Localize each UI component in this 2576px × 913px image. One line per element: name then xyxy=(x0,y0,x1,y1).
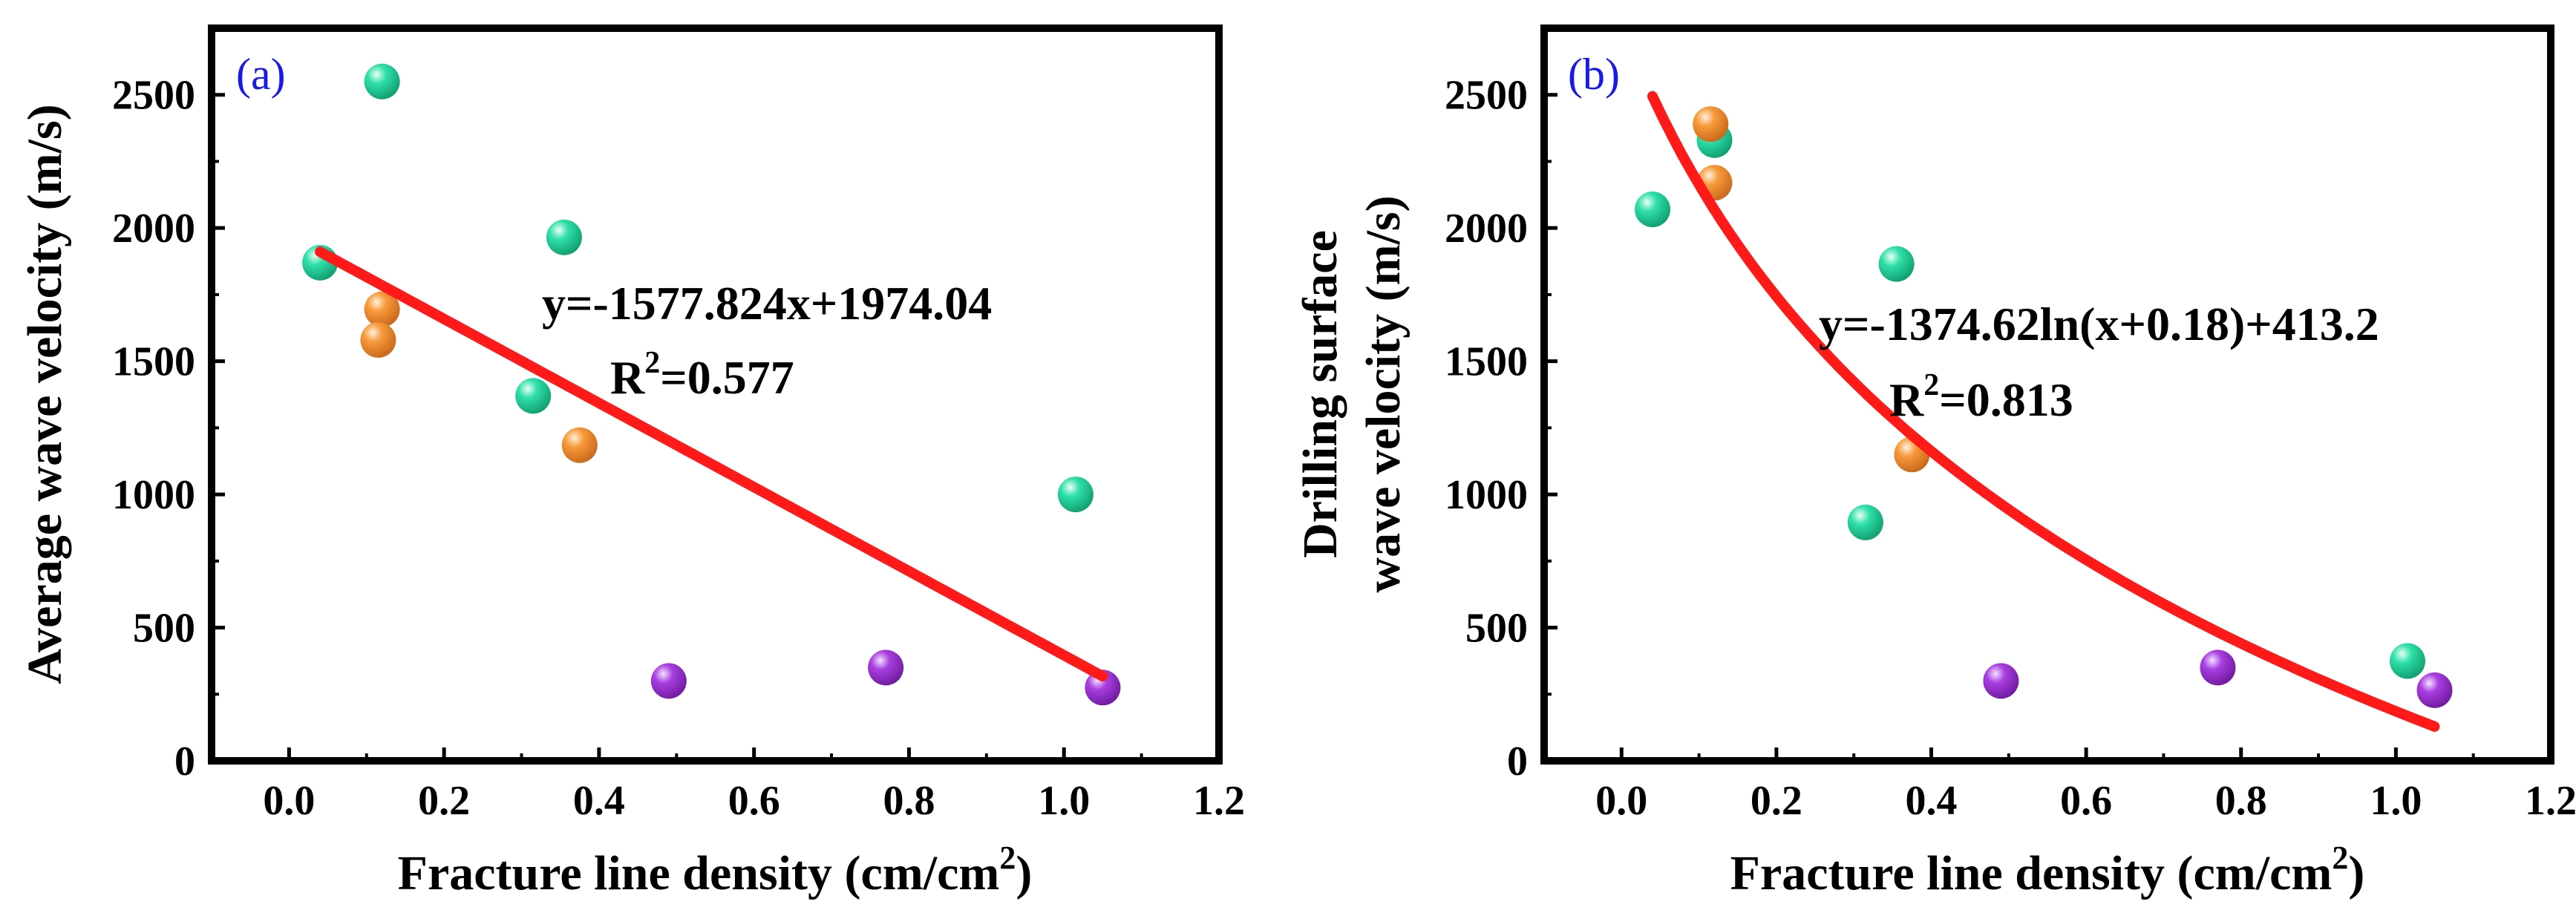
fit-a xyxy=(315,246,1108,682)
fit-b xyxy=(1647,91,2440,732)
x-label-end-b: ) xyxy=(2348,846,2364,900)
y-ticks-b: 0 500 1000 1500 2000 2500 xyxy=(1445,73,1557,785)
data-point-green-b xyxy=(1635,192,1671,228)
y-ticks-a: 0 500 1000 1500 2000 2500 xyxy=(112,73,225,785)
y-tick-label-a: 2500 xyxy=(112,73,195,119)
data-point-purple-b xyxy=(1983,663,2019,699)
chart-panel-a: 0.0 0.2 0.4 0.6 0.8 1.0 1.2 0 500 1000 1500 2000 25… xyxy=(18,24,1245,900)
panel-label-a: (a) xyxy=(236,50,286,99)
r2-b: R2=0.813 xyxy=(1889,368,2073,426)
data-point-green-a xyxy=(1057,477,1094,513)
fit-line-b xyxy=(1647,91,2440,732)
r2-sup-b: 2 xyxy=(1923,368,1939,402)
data-point-purple-b xyxy=(2416,672,2453,708)
x-tick-label-a: 1.2 xyxy=(1193,778,1245,824)
data-point-purple-a xyxy=(1085,670,1121,706)
x-tick-label-b: 1.0 xyxy=(2370,778,2422,824)
data-point-purple-b xyxy=(2200,649,2236,686)
y-tick-label-b: 2500 xyxy=(1445,73,1528,119)
data-point-green-a xyxy=(515,378,552,414)
x-label-end-a: ) xyxy=(1016,846,1032,900)
chart-panel-b: 0.0 0.2 0.4 0.6 0.8 1.0 1.2 0 500 1000 1500 2000 25… xyxy=(1293,24,2576,900)
y-tick-label-b: 0 xyxy=(1507,739,1528,785)
x-axis-label-b: Fracture line density (cm/cm2) xyxy=(1730,840,2365,900)
y-tick-label-a: 500 xyxy=(133,606,195,652)
data-point-green-a xyxy=(546,219,582,255)
points-b xyxy=(1635,106,2453,708)
data-point-green-b xyxy=(2390,643,2426,679)
y-tick-label-b: 1000 xyxy=(1445,472,1528,518)
data-point-purple-a xyxy=(868,649,904,686)
y-tick-label-a: 1500 xyxy=(112,339,195,385)
data-point-orange-b xyxy=(1693,106,1729,143)
plot-frame-b xyxy=(1540,24,2554,765)
y-tick-label-a: 1000 xyxy=(112,472,195,518)
y-axis-label-b-line2: wave velocity (m/s) xyxy=(1356,195,1410,592)
x-tick-label-a: 1.0 xyxy=(1038,778,1090,824)
r2-value-a: =0.577 xyxy=(660,351,794,404)
x-label-sup-a: 2 xyxy=(999,840,1016,876)
data-point-orange-a xyxy=(360,321,396,358)
y-axis-label-b-line1: Drilling surface xyxy=(1293,230,1347,558)
x-tick-label-a: 0.8 xyxy=(883,778,935,824)
y-tick-label-a: 2000 xyxy=(112,206,195,252)
x-tick-label-a: 0.2 xyxy=(418,778,470,824)
x-axis-label-a: Fracture line density (cm/cm2) xyxy=(398,840,1033,900)
y-axis-label-a: Average wave velocity (m/s) xyxy=(18,104,72,684)
y-tick-label-b: 2000 xyxy=(1445,206,1528,252)
equation-b: y=-1374.62ln(x+0.18)+413.2 xyxy=(1819,298,2379,350)
x-tick-label-b: 0.4 xyxy=(1906,778,1958,824)
r2-prefix-b: R xyxy=(1889,373,1924,426)
r2-prefix-a: R xyxy=(610,351,645,404)
x-tick-label-a: 0.4 xyxy=(573,778,625,824)
y-tick-label-a: 0 xyxy=(174,739,195,785)
r2-sup-a: 2 xyxy=(644,346,660,380)
x-tick-label-a: 0.6 xyxy=(728,778,780,824)
data-point-purple-a xyxy=(650,663,687,699)
r2-a: R2=0.577 xyxy=(610,346,794,404)
x-tick-label-b: 0.8 xyxy=(2215,778,2267,824)
y-tick-label-b: 500 xyxy=(1465,606,1528,652)
x-tick-label-b: 0.2 xyxy=(1750,778,1802,824)
x-ticks-a: 0.0 0.2 0.4 0.6 0.8 1.0 1.2 xyxy=(263,747,1245,824)
equation-a: y=-1577.824x+1974.04 xyxy=(542,277,992,330)
panel-label-b: (b) xyxy=(1568,50,1620,99)
r2-value-b: =0.813 xyxy=(1939,373,2073,426)
data-point-green-a xyxy=(364,63,400,99)
data-point-orange-a xyxy=(561,427,598,463)
data-point-orange-a xyxy=(364,291,400,327)
plot-frame-a xyxy=(208,24,1223,765)
x-tick-label-a: 0.0 xyxy=(263,778,315,824)
fit-line-a xyxy=(315,246,1108,682)
x-label-main-a: Fracture line density (cm/cm xyxy=(398,846,1000,900)
points-a xyxy=(302,63,1121,706)
y-tick-label-b: 1500 xyxy=(1445,339,1528,385)
x-label-main-b: Fracture line density (cm/cm xyxy=(1730,846,2333,900)
data-point-green-b xyxy=(1878,246,1915,282)
x-tick-label-b: 0.0 xyxy=(1595,778,1647,824)
x-tick-label-b: 1.2 xyxy=(2525,778,2576,824)
x-ticks-b: 0.0 0.2 0.4 0.6 0.8 1.0 1.2 xyxy=(1595,747,2576,824)
x-label-sup-b: 2 xyxy=(2332,840,2348,876)
data-point-green-b xyxy=(1847,504,1883,540)
x-tick-label-b: 0.6 xyxy=(2060,778,2112,824)
